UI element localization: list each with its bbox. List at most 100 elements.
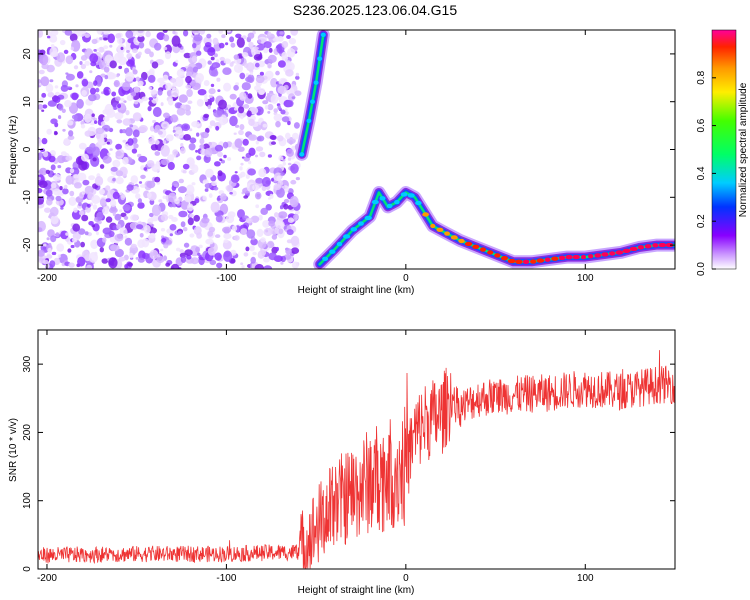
- noise-blob: [149, 249, 159, 260]
- noise-blob: [178, 210, 188, 218]
- y-tick-label: 0: [22, 566, 33, 572]
- noise-blob: [152, 106, 162, 118]
- noise-blob: [268, 47, 273, 53]
- noise-blob: [125, 127, 133, 137]
- noise-blob: [99, 164, 105, 169]
- noise-blob: [271, 141, 276, 145]
- x-tick-label: -200: [37, 573, 57, 584]
- noise-blob: [118, 256, 126, 262]
- noise-blob: [287, 157, 292, 161]
- noise-blob: [208, 141, 212, 146]
- noise-blob: [201, 217, 210, 224]
- noise-blob: [290, 247, 300, 254]
- noise-blob: [96, 48, 101, 52]
- noise-blob: [196, 50, 202, 56]
- noise-blob: [186, 71, 193, 77]
- noise-blob: [191, 30, 201, 35]
- noise-blob: [160, 158, 170, 166]
- noise-blob: [50, 215, 59, 225]
- noise-blob: [281, 41, 289, 48]
- noise-blob: [117, 37, 123, 45]
- noise-blob: [80, 241, 85, 248]
- noise-blob: [215, 234, 221, 239]
- noise-blob: [176, 69, 185, 78]
- noise-blob: [127, 262, 133, 267]
- noise-blob: [151, 204, 162, 216]
- noise-blob: [138, 41, 145, 49]
- noise-blob: [165, 262, 171, 267]
- noise-blob: [127, 138, 134, 146]
- noise-blob: [50, 118, 58, 125]
- noise-blob: [133, 86, 140, 93]
- noise-blob: [138, 181, 143, 184]
- noise-blob: [288, 37, 297, 45]
- noise-blob: [115, 150, 122, 157]
- noise-blob: [167, 98, 174, 106]
- noise-blob: [73, 174, 79, 179]
- y-tick-label: -20: [22, 237, 33, 252]
- noise-blob: [180, 256, 187, 263]
- noise-blob: [199, 144, 205, 150]
- noise-blob: [123, 215, 129, 220]
- noise-blob: [191, 121, 201, 128]
- noise-blob: [59, 39, 66, 46]
- noise-blob: [263, 47, 269, 54]
- noise-blob: [220, 193, 227, 201]
- ridge-peak: [522, 259, 530, 264]
- noise-blob: [116, 74, 120, 78]
- noise-blob: [163, 34, 170, 42]
- noise-blob: [245, 174, 250, 179]
- noise-blob: [183, 52, 191, 59]
- noise-blob: [47, 91, 55, 98]
- noise-blob: [275, 120, 281, 128]
- noise-blob: [50, 206, 59, 217]
- noise-blob: [81, 190, 86, 195]
- noise-blob: [170, 114, 179, 123]
- noise-blob: [217, 170, 223, 177]
- noise-blob: [110, 166, 118, 172]
- ridge-peak: [436, 227, 444, 232]
- noise-blob: [246, 110, 252, 117]
- noise-blob: [84, 113, 92, 124]
- noise-blob: [108, 230, 115, 238]
- noise-blob: [157, 130, 163, 135]
- noise-blob: [191, 182, 196, 186]
- noise-blob: [109, 60, 117, 69]
- noise-blob: [267, 240, 274, 249]
- noise-blob: [94, 120, 98, 124]
- noise-blob: [53, 257, 61, 266]
- noise-blob: [102, 155, 112, 164]
- colorbar-tick-label: 0.4: [696, 166, 707, 180]
- noise-blob: [71, 92, 79, 101]
- noise-blob: [195, 246, 201, 253]
- noise-blob: [138, 51, 142, 56]
- noise-blob: [88, 221, 94, 226]
- noise-blob: [182, 170, 187, 174]
- noise-blob: [151, 61, 159, 69]
- ridge-peak: [364, 215, 372, 221]
- noise-blob: [273, 183, 282, 191]
- noise-blob: [178, 178, 184, 184]
- ridge-peak: [379, 196, 386, 201]
- noise-blob: [206, 33, 212, 39]
- noise-blob: [204, 94, 208, 99]
- noise-blob: [103, 37, 108, 41]
- noise-blob: [208, 88, 216, 95]
- noise-blob: [233, 63, 244, 73]
- figure-title: S236.2025.123.06.04.G15: [292, 2, 458, 18]
- noise-blob: [125, 71, 135, 82]
- noise-blob: [100, 121, 106, 126]
- noise-blob: [94, 176, 104, 186]
- noise-blob: [243, 104, 250, 109]
- noise-blob: [290, 163, 299, 174]
- noise-blob: [125, 45, 132, 52]
- noise-blob: [283, 203, 289, 210]
- colorbar-ticks: 0.0 0.2 0.4 0.6 0.8: [696, 70, 716, 276]
- noise-blob: [216, 262, 223, 269]
- noise-blob: [138, 155, 148, 163]
- noise-blob: [169, 233, 173, 237]
- noise-blob: [295, 72, 300, 77]
- noise-blob: [176, 153, 181, 157]
- noise-blob: [238, 106, 245, 114]
- noise-blob: [102, 237, 107, 243]
